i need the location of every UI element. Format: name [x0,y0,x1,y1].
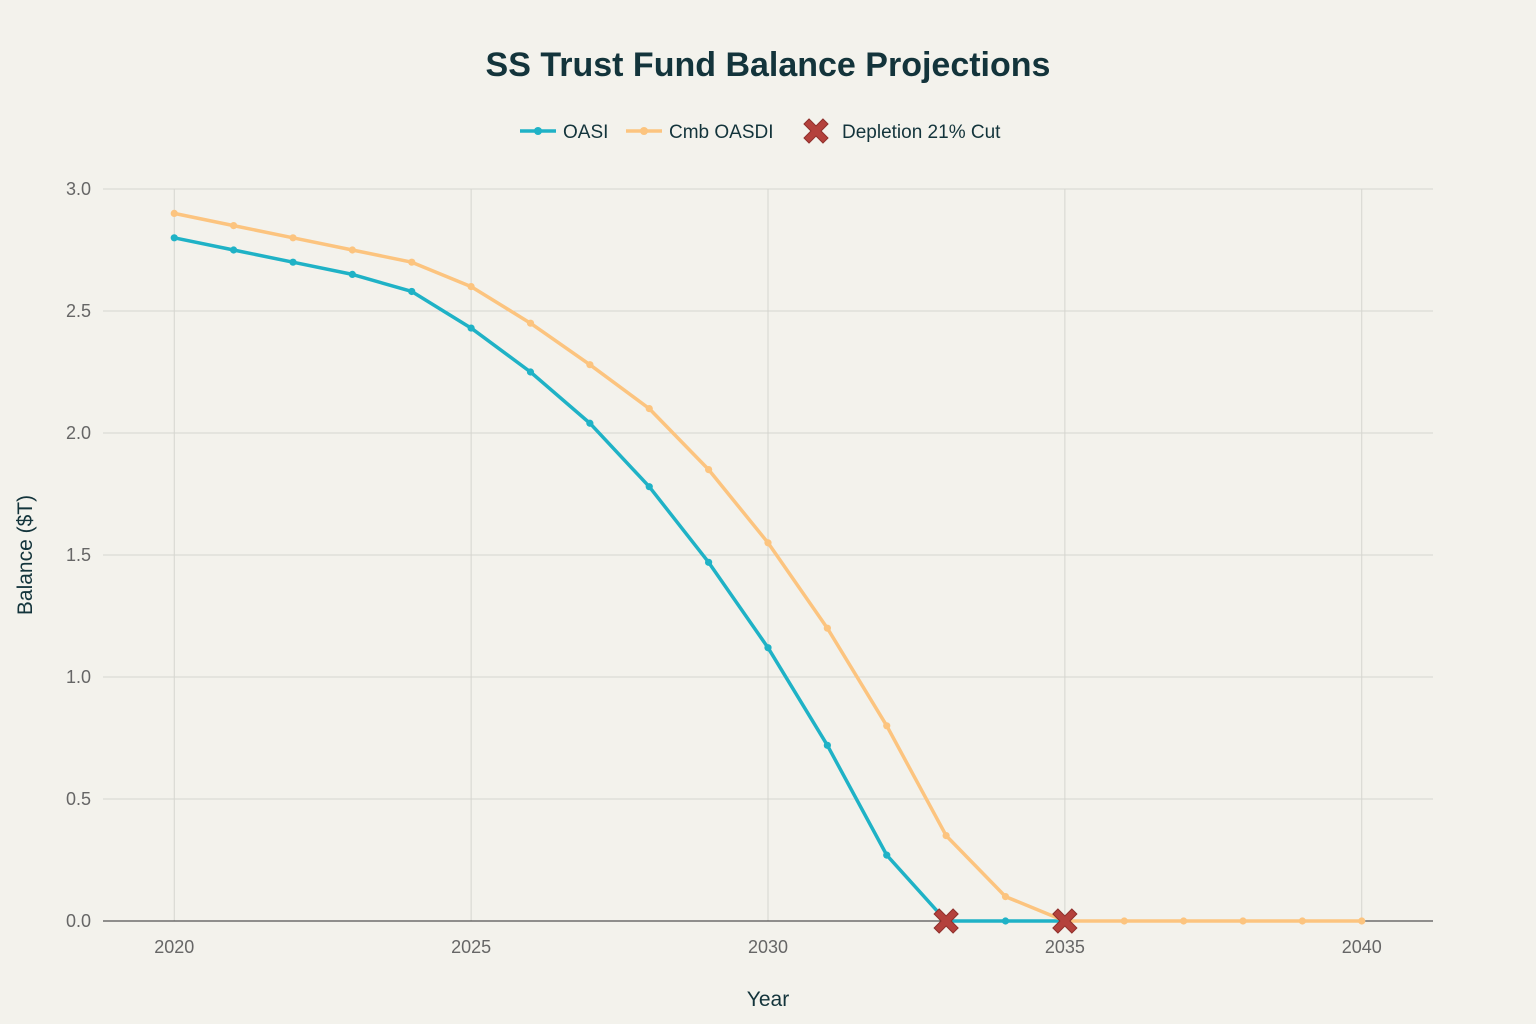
legend-item-depletion[interactable]: Depletion 21% Cut [803,118,1001,144]
series-points [170,209,1366,934]
x-tick-label-2035: 2035 [1045,937,1085,957]
y-tick-label-2.5: 2.5 [66,301,91,321]
x-tick-label-2025: 2025 [451,937,491,957]
y-gridlines [103,188,1433,922]
point-oasi-2029[interactable] [705,558,713,566]
point-oasi-2031[interactable] [823,741,831,749]
legend-marker-cmb-oasdi [640,127,648,135]
point-cmb-oasdi-2026[interactable] [526,319,535,327]
point-cmb-oasdi-2020[interactable] [170,209,178,217]
point-cmb-oasdi-2028[interactable] [645,405,653,413]
point-oasi-2032[interactable] [883,851,891,859]
point-cmb-oasdi-2023[interactable] [348,246,356,254]
point-cmb-oasdi-2032[interactable] [883,722,891,730]
point-oasi-2026[interactable] [526,368,535,376]
point-oasi-2025[interactable] [467,324,475,332]
point-oasi-2034[interactable] [1001,917,1010,925]
point-oasi-2022[interactable] [289,258,297,266]
point-oasi-2027[interactable] [586,419,594,427]
point-cmb-oasdi-2033[interactable] [942,832,950,840]
legend-marker-depletion [803,118,829,144]
point-oasi-2020[interactable] [170,234,178,242]
point-cmb-oasdi-2037[interactable] [1180,917,1188,925]
legend-x-shape [803,118,829,144]
legend-label-depletion: Depletion 21% Cut [842,122,1001,143]
legend-item-cmb-oasdi[interactable]: Cmb OASDI [626,122,774,143]
y-axis-title: Balance ($T) [14,495,37,615]
point-cmb-oasdi-2027[interactable] [586,361,594,369]
depletion-marker-2035[interactable] [1052,908,1078,934]
legend-label-oasi: OASI [563,122,608,143]
point-cmb-oasdi-2025[interactable] [467,283,475,291]
point-cmb-oasdi-2038[interactable] [1239,917,1247,925]
point-oasi-2021[interactable] [230,246,238,254]
y-tick-label-3.0: 3.0 [66,179,91,199]
y-tick-label-2.0: 2.0 [66,423,91,443]
y-tick-label-0.0: 0.0 [66,911,91,931]
legend: OASI Cmb OASDI Depletion 21% Cut [520,118,1001,144]
point-cmb-oasdi-2040[interactable] [1358,917,1366,925]
y-tick-labels: 0.0 0.5 1.0 1.5 2.0 2.5 3.0 [66,179,91,931]
point-oasi-2030[interactable] [764,644,772,652]
chart-title: SS Trust Fund Balance Projections [486,46,1051,84]
x-tick-label-2040: 2040 [1342,937,1382,957]
x-tick-label-2020: 2020 [154,937,194,957]
point-oasi-2024[interactable] [408,287,416,296]
point-cmb-oasdi-2022[interactable] [289,234,297,242]
point-cmb-oasdi-2021[interactable] [230,222,238,230]
legend-marker-oasi [534,127,542,135]
x-axis-title: Year [747,988,789,1011]
point-oasi-2028[interactable] [645,483,653,491]
y-tick-label-0.5: 0.5 [66,789,91,809]
point-cmb-oasdi-2031[interactable] [823,624,831,632]
x-tick-labels: 2020 2025 2030 2035 2040 [154,937,1382,957]
x-tick-label-2030: 2030 [748,937,788,957]
point-oasi-2023[interactable] [348,270,356,278]
depletion-marker-2033[interactable] [933,908,959,934]
point-cmb-oasdi-2029[interactable] [705,466,713,474]
legend-label-cmb-oasdi: Cmb OASDI [669,122,774,143]
point-cmb-oasdi-2036[interactable] [1120,917,1128,925]
y-tick-label-1.5: 1.5 [66,545,91,565]
legend-item-oasi[interactable]: OASI [520,122,608,143]
point-cmb-oasdi-2030[interactable] [764,539,772,547]
point-cmb-oasdi-2034[interactable] [1001,893,1010,901]
point-cmb-oasdi-2039[interactable] [1298,917,1306,925]
series-line-oasi [173,236,1065,923]
y-tick-label-1.0: 1.0 [66,667,91,687]
point-cmb-oasdi-2024[interactable] [408,258,416,266]
